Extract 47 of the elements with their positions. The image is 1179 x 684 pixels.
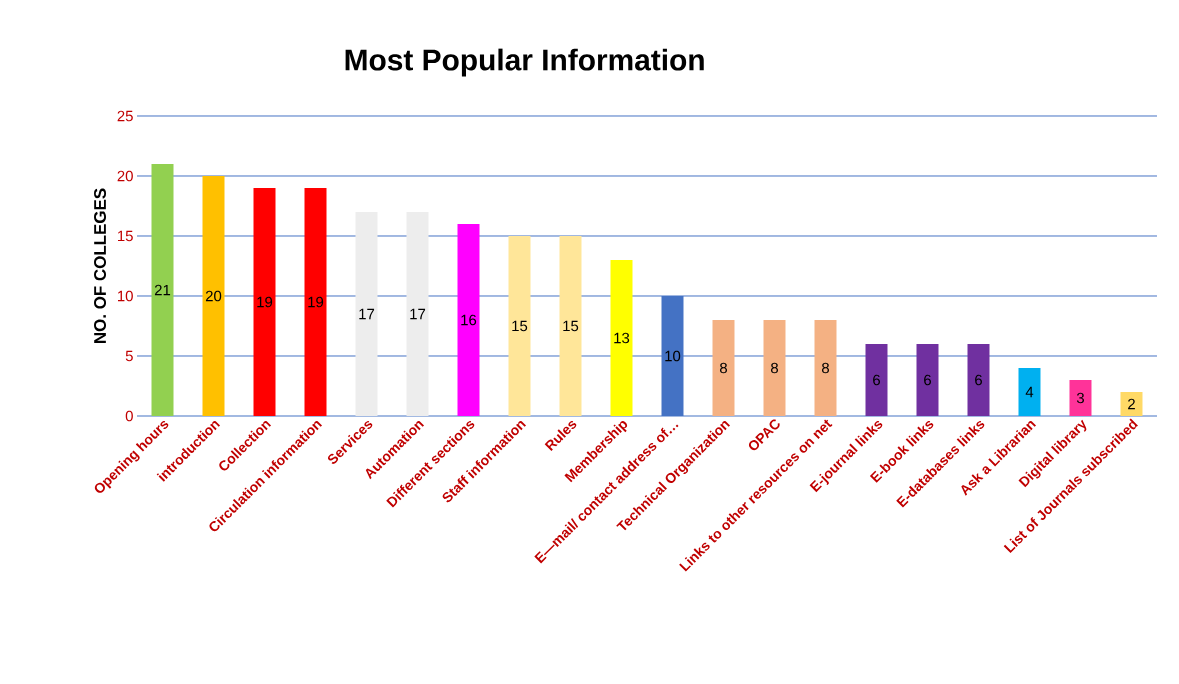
data-label: 15 bbox=[563, 320, 579, 332]
bar bbox=[814, 320, 837, 416]
data-label: 6 bbox=[924, 374, 931, 386]
bar bbox=[1069, 380, 1092, 416]
data-label: 8 bbox=[720, 362, 727, 374]
data-label: 8 bbox=[822, 362, 829, 374]
bar bbox=[406, 212, 429, 416]
y-axis-title: NO. OF COLLEGES bbox=[94, 188, 107, 343]
bar bbox=[559, 236, 582, 416]
data-label: 2 bbox=[1128, 398, 1135, 410]
data-label: 6 bbox=[975, 374, 982, 386]
data-label: 8 bbox=[771, 362, 778, 374]
data-label: 13 bbox=[614, 332, 630, 344]
data-label: 21 bbox=[154, 284, 171, 296]
data-label: 19 bbox=[257, 296, 273, 308]
data-label: 10 bbox=[665, 350, 681, 362]
bar bbox=[457, 224, 480, 416]
data-label: 16 bbox=[461, 314, 477, 326]
bar bbox=[610, 260, 633, 416]
bar bbox=[1018, 368, 1041, 416]
data-label: 19 bbox=[308, 296, 324, 308]
bar bbox=[865, 344, 888, 416]
bar bbox=[355, 212, 378, 416]
bar bbox=[304, 188, 327, 416]
bar bbox=[763, 320, 786, 416]
chart-title: Most Popular Information bbox=[345, 48, 704, 77]
y-tick-label: 20 bbox=[117, 170, 133, 182]
data-label: 15 bbox=[512, 320, 528, 332]
bar bbox=[151, 164, 174, 416]
data-label: 6 bbox=[873, 374, 880, 386]
y-tick-label: 5 bbox=[125, 350, 133, 362]
bar bbox=[916, 344, 939, 416]
bar bbox=[1120, 392, 1143, 416]
bar bbox=[508, 236, 531, 416]
data-label: 17 bbox=[359, 308, 375, 320]
y-tick-label: 25 bbox=[117, 110, 133, 122]
y-tick-label: 0 bbox=[125, 410, 133, 422]
bar bbox=[967, 344, 990, 416]
data-label: 3 bbox=[1076, 392, 1084, 404]
data-label: 20 bbox=[205, 290, 222, 302]
bar bbox=[712, 320, 735, 416]
y-tick-label: 10 bbox=[118, 290, 133, 302]
bar bbox=[202, 176, 225, 416]
data-label: 4 bbox=[1025, 386, 1034, 398]
bar bbox=[253, 188, 276, 416]
y-tick-label: 15 bbox=[118, 230, 133, 242]
data-label: 17 bbox=[410, 308, 426, 320]
